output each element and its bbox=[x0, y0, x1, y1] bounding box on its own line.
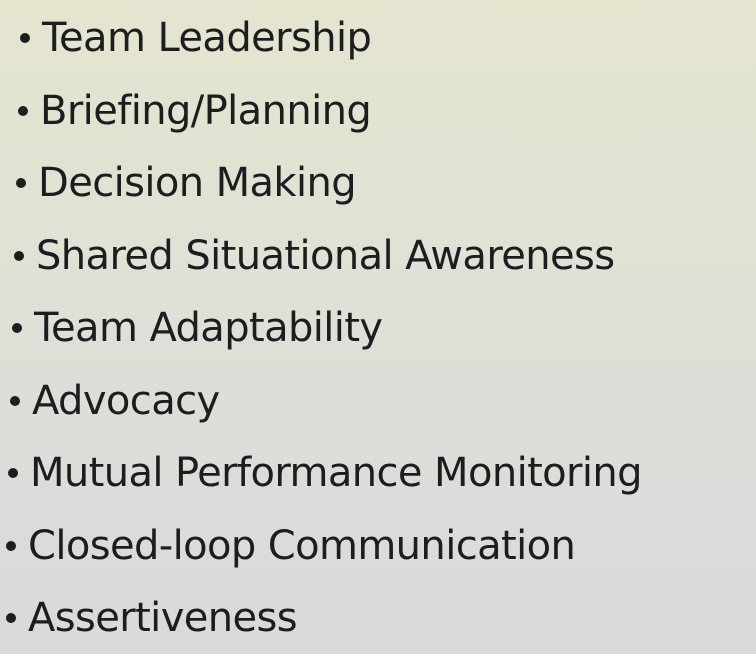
bullet-item-shared-situational-awareness: Shared Situational Awareness bbox=[6, 220, 642, 293]
bullet-label: Decision Making bbox=[38, 160, 357, 207]
bullet-icon bbox=[6, 540, 16, 551]
bullet-item-decision-making: Decision Making bbox=[6, 147, 642, 220]
bullet-label: Shared Situational Awareness bbox=[36, 232, 615, 279]
bullet-item-assertiveness: Assertiveness bbox=[6, 582, 642, 654]
bullet-label: Team Leadership bbox=[42, 15, 372, 62]
bullet-label: Assertiveness bbox=[28, 595, 298, 642]
bullet-item-team-adaptability: Team Adaptability bbox=[6, 292, 642, 365]
bullet-icon bbox=[10, 395, 20, 406]
bullet-list: Team Leadership Briefing/Planning Decisi… bbox=[6, 2, 643, 654]
bullet-item-team-leadership: Team Leadership bbox=[6, 2, 642, 75]
bullet-icon bbox=[8, 468, 18, 479]
bullet-label: Mutual Performance Monitoring bbox=[30, 450, 643, 497]
bullet-label: Briefing/Planning bbox=[40, 87, 372, 134]
bullet-item-mutual-performance-monitoring: Mutual Performance Monitoring bbox=[6, 437, 643, 510]
bullet-icon bbox=[12, 323, 22, 334]
bullet-label: Team Adaptability bbox=[34, 305, 383, 352]
bullet-icon bbox=[14, 250, 24, 261]
bullet-item-briefing-planning: Briefing/Planning bbox=[6, 75, 642, 148]
bullet-icon bbox=[16, 178, 26, 189]
bullet-item-closed-loop-communication: Closed-loop Communication bbox=[6, 510, 642, 583]
bullet-icon bbox=[6, 613, 16, 624]
bullet-icon bbox=[18, 105, 28, 116]
bullet-label: Advocacy bbox=[32, 377, 220, 424]
bullet-label: Closed-loop Communication bbox=[28, 522, 576, 569]
bullet-item-advocacy: Advocacy bbox=[6, 365, 642, 438]
bullet-icon bbox=[20, 33, 30, 44]
